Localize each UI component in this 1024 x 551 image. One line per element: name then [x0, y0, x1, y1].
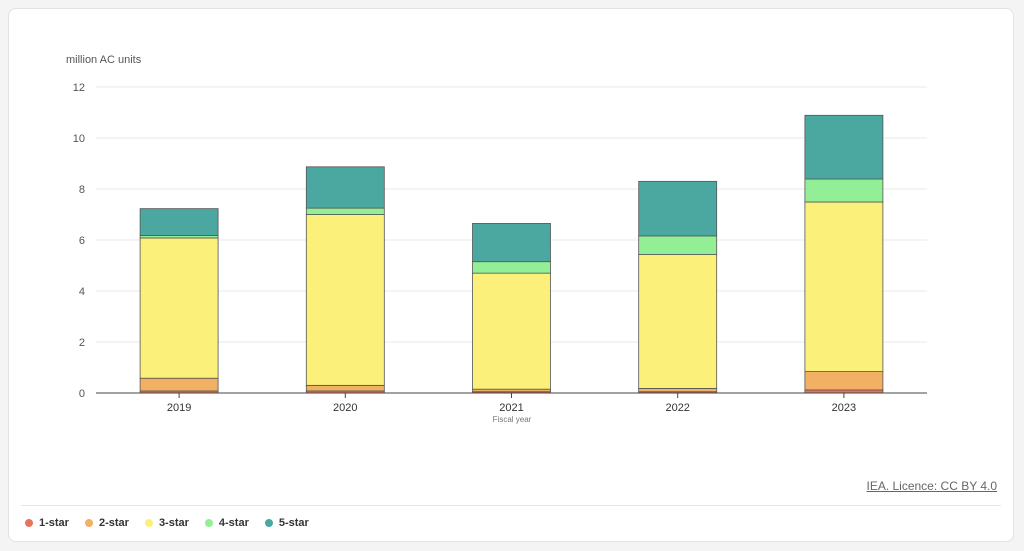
legend-item-3-star[interactable]: 3-star	[144, 517, 189, 529]
bar-segment-3-star-2021[interactable]	[472, 272, 551, 390]
x-tick-label: 2021	[499, 402, 523, 414]
legend-label: 4-star	[218, 517, 249, 529]
y-tick-label: 8	[79, 184, 85, 196]
chart-card: million AC units 0 2 4 6 8 10 12 2019 2020 2021 2…	[8, 8, 1014, 542]
y-tick-label: 0	[79, 388, 85, 400]
legend-item-4-star[interactable]: 4-star	[204, 517, 249, 529]
legend-dot-icon	[264, 519, 273, 527]
legend: 1-star 2-star 3-star 4-star 5-star	[25, 517, 309, 529]
x-tick-label: 2020	[333, 402, 357, 414]
y-tick-label: 10	[73, 133, 85, 145]
y-tick-label: 4	[79, 286, 85, 298]
bar-segment-3-star-2020[interactable]	[305, 214, 385, 386]
bar-segment-5-star-2019[interactable]	[139, 208, 219, 236]
bar-segment-5-star-2022[interactable]	[638, 180, 718, 237]
legend-dot-icon	[84, 519, 93, 527]
bar-segment-4-star-2023[interactable]	[804, 178, 884, 203]
bar-segment-5-star-2020[interactable]	[305, 166, 385, 209]
y-tick-label: 6	[79, 235, 85, 247]
bar-segment-3-star-2019[interactable]	[139, 237, 219, 379]
legend-dot-icon	[25, 519, 33, 527]
bar-segment-2-star-2019[interactable]	[139, 377, 219, 392]
x-tick-labels: 2019 2020 2021 2022 2023	[167, 393, 856, 414]
bar-segment-5-star-2023[interactable]	[804, 114, 884, 180]
bar-segment-5-star-2021[interactable]	[472, 223, 551, 263]
bar-segment-2-star-2020[interactable]	[305, 384, 385, 392]
legend-item-2-star[interactable]: 2-star	[84, 517, 129, 529]
y-tick-labels: 0 2 4 6 8 10 12	[73, 82, 85, 400]
bar-segment-2-star-2022[interactable]	[638, 388, 718, 393]
bar-segment-3-star-2023[interactable]	[804, 201, 884, 372]
legend-label: 5-star	[278, 517, 309, 529]
bar-segment-4-star-2022[interactable]	[638, 235, 718, 255]
bar-segment-3-star-2022[interactable]	[638, 254, 718, 389]
legend-divider	[21, 505, 1001, 506]
legend-dot-icon	[144, 519, 153, 527]
legend-label: 1-star	[39, 517, 69, 529]
bar-segment-4-star-2021[interactable]	[472, 261, 551, 274]
legend-label: 2-star	[98, 517, 129, 529]
y-axis-label: million AC units	[66, 54, 142, 66]
bar-segment-2-star-2023[interactable]	[804, 371, 884, 391]
bars	[139, 114, 884, 394]
y-tick-label: 12	[73, 82, 85, 94]
x-tick-label: 2023	[832, 402, 856, 414]
bar-segment-4-star-2020[interactable]	[305, 207, 385, 215]
x-axis-label: Fiscal year	[493, 415, 532, 424]
legend-dot-icon	[204, 519, 213, 527]
legend-item-1-star[interactable]: 1-star	[25, 517, 69, 529]
legend-label: 3-star	[158, 517, 189, 529]
licence-link[interactable]: IEA. Licence: CC BY 4.0	[866, 479, 997, 493]
y-tick-label: 2	[79, 337, 85, 349]
x-tick-label: 2022	[665, 402, 689, 414]
x-tick-label: 2019	[167, 402, 191, 414]
legend-item-5-star[interactable]: 5-star	[264, 517, 309, 529]
